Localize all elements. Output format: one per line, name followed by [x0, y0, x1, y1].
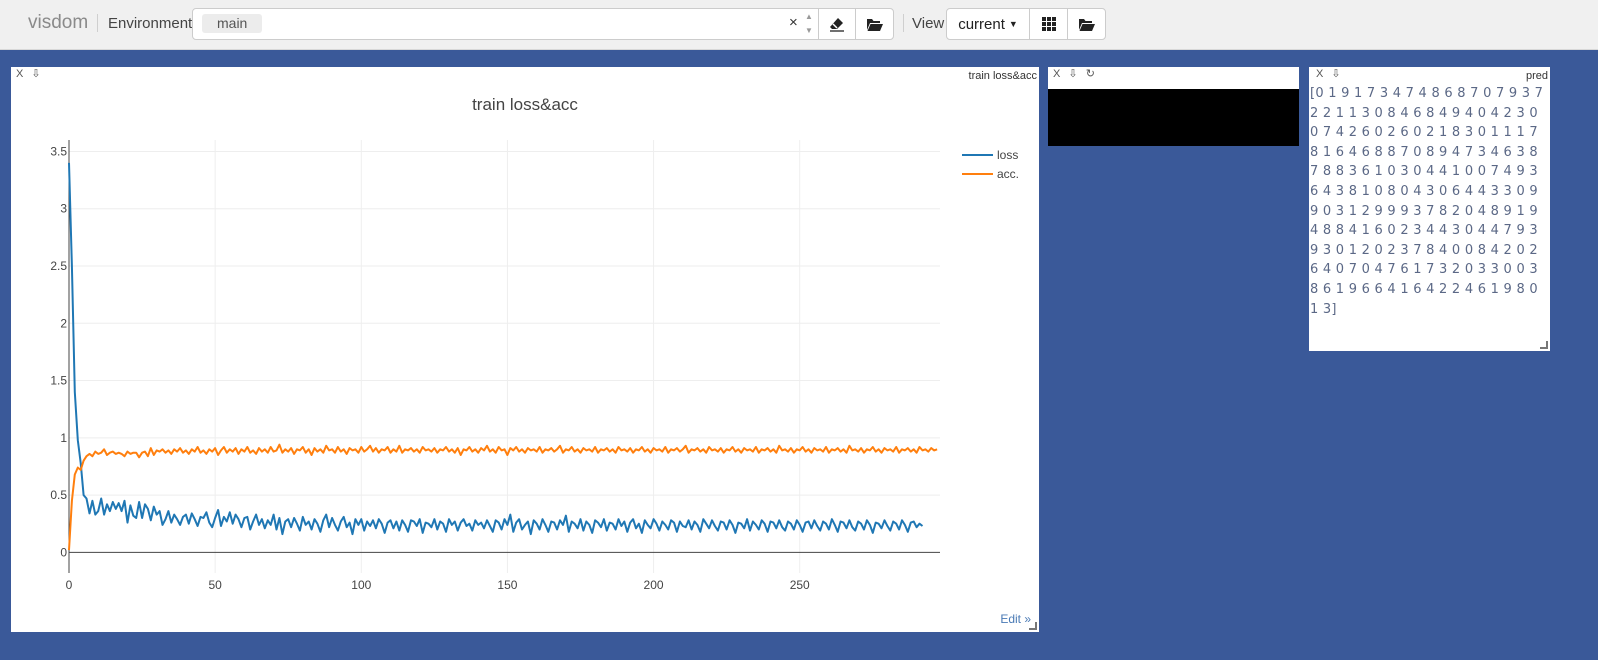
y-tick-label: 0.5 — [50, 488, 67, 502]
image-content — [1048, 89, 1299, 146]
window-title: pred — [1525, 70, 1548, 82]
view-label: View — [912, 15, 945, 32]
x-tick-label: 200 — [644, 578, 664, 592]
chart-pane[interactable]: X ⇩ train loss&acc train loss&acc 0 0.5 1 1… — [11, 67, 1039, 632]
text-pane[interactable]: X ⇩ pred [0 1 9 1 7 3 4 7 4 8 6 8 7 0 7 … — [1309, 67, 1550, 351]
close-pane-icon[interactable]: X — [16, 68, 24, 80]
spin-up-icon[interactable]: ▲ — [805, 12, 813, 21]
view-select-button[interactable]: current ▼ — [946, 8, 1030, 40]
environment-label: Environment — [108, 15, 193, 32]
close-pane-icon[interactable]: X — [1053, 68, 1061, 80]
image-pane[interactable]: X ⇩ ↻ — [1048, 67, 1299, 146]
legend-label: loss — [997, 148, 1018, 162]
x-tick-label: 150 — [497, 578, 517, 592]
y-tick-label: 0 — [60, 545, 67, 559]
spin-down-icon[interactable]: ▼ — [805, 26, 813, 35]
divider — [903, 14, 904, 32]
line-chart[interactable]: 0 0.5 1 1.5 2 2.5 3 3.5 0 50 100 150 200 250 loss acc. — [11, 67, 1039, 632]
download-icon[interactable]: ⇩ — [1068, 68, 1078, 80]
prediction-text: [0 1 9 1 7 3 4 7 4 8 6 8 7 0 7 9 3 7 2 2… — [1310, 86, 1544, 317]
x-tick-label: 0 — [66, 578, 73, 592]
x-tick-label: 250 — [790, 578, 810, 592]
series-line-acc — [68, 443, 938, 551]
series-line-loss — [68, 162, 924, 536]
folder-open-icon — [866, 18, 883, 31]
download-icon[interactable]: ⇩ — [1331, 68, 1341, 80]
x-tick-label: 100 — [351, 578, 371, 592]
divider — [97, 14, 98, 32]
environment-select[interactable]: main × ▲ ▼ — [192, 8, 819, 40]
edit-link[interactable]: Edit » — [1000, 612, 1031, 626]
pane-bar: X ⇩ — [1316, 67, 1341, 83]
pane-bar: X ⇩ — [16, 67, 41, 83]
y-tick-label: 2.5 — [50, 259, 67, 273]
resize-handle[interactable] — [1540, 341, 1548, 349]
y-tick-label: 1 — [60, 431, 67, 445]
close-pane-icon[interactable]: X — [1316, 68, 1324, 80]
legend-label: acc. — [997, 167, 1019, 181]
pane-bar: X ⇩ ↻ — [1053, 67, 1095, 83]
clear-icon[interactable]: × — [789, 14, 798, 31]
y-tick-label: 1.5 — [50, 374, 67, 388]
eraser-icon — [830, 18, 844, 32]
manage-env-button[interactable] — [855, 8, 894, 40]
download-icon[interactable]: ⇩ — [31, 68, 41, 80]
y-tick-label: 3.5 — [50, 144, 67, 158]
x-tick-label: 50 — [208, 578, 222, 592]
chart-title: train loss&acc — [472, 95, 578, 114]
view-select-value: current — [958, 15, 1005, 33]
y-tick-label: 3 — [60, 202, 67, 216]
manage-views-button[interactable] — [1067, 8, 1106, 40]
reload-icon[interactable]: ↻ — [1085, 68, 1095, 80]
caret-down-icon: ▼ — [1008, 19, 1018, 29]
clear-env-button[interactable] — [818, 8, 856, 40]
resize-handle[interactable] — [1029, 622, 1037, 630]
y-tick-label: 2 — [60, 316, 67, 330]
window-title: train loss&acc — [968, 70, 1037, 82]
grid-icon — [1041, 17, 1056, 31]
top-toolbar: visdom Environment main × ▲ ▼ View curre… — [0, 0, 1598, 50]
env-tag-main[interactable]: main — [202, 14, 263, 33]
repack-button[interactable] — [1029, 8, 1068, 40]
brand-logo[interactable]: visdom — [28, 12, 89, 33]
folder-open-icon — [1078, 18, 1095, 31]
